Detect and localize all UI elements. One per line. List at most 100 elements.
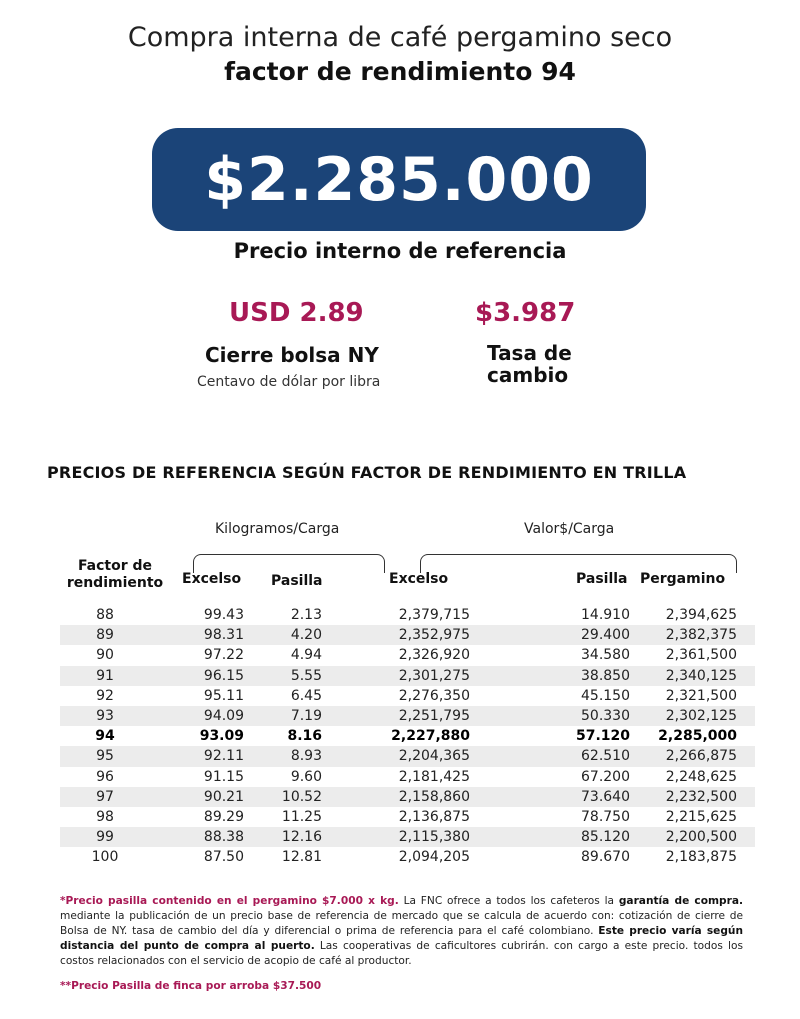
cell-pasilla-kg: 6.45 — [290, 687, 322, 704]
table-row: 98 89.29 11.25 2,136,875 78.750 2,215,62… — [60, 807, 755, 827]
cell-pasilla-value: 85.120 — [581, 829, 630, 846]
header-excelso-value: Excelso — [389, 571, 449, 587]
group-kg-bracket — [193, 554, 385, 573]
cell-factor: 96 — [96, 768, 114, 785]
footnote-highlight: *Precio pasilla contenido en el pergamin… — [60, 895, 399, 907]
price-label: Precio interno de referencia — [233, 239, 567, 263]
cell-pergamino: 2,302,125 — [665, 707, 737, 724]
cell-pergamino: 2,183,875 — [665, 849, 737, 866]
footnote-text: Las cooperativas de caficultores cubrirá… — [60, 940, 743, 967]
cell-excelso-value: 2,094,205 — [398, 849, 470, 866]
footnote-1: *Precio pasilla contenido en el pergamin… — [60, 894, 743, 969]
section-title: PRECIOS DE REFERENCIA SEGÚN FACTOR DE RE… — [47, 463, 687, 482]
cell-pasilla-value: 38.850 — [581, 667, 630, 684]
cell-factor: 99 — [96, 829, 114, 846]
cell-pasilla-value: 29.400 — [581, 627, 630, 644]
cell-excelso-value: 2,352,975 — [398, 627, 470, 644]
footnote-bold: Este precio varía según distancia del pu… — [60, 925, 743, 952]
cell-pergamino: 2,340,125 — [665, 667, 737, 684]
cell-excelso-value: 2,181,425 — [398, 768, 470, 785]
table-row: 100 87.50 12.81 2,094,205 89.670 2,183,8… — [60, 847, 755, 867]
cell-excelso-value: 2,326,920 — [398, 647, 470, 664]
cell-pergamino: 2,266,875 — [665, 748, 737, 765]
cell-pasilla-value: 57.120 — [575, 728, 630, 745]
cell-pergamino: 2,232,500 — [665, 788, 737, 805]
cell-pasilla-value: 89.670 — [581, 849, 630, 866]
header-factor: Factor de rendimiento — [66, 558, 164, 591]
cell-excelso-value: 2,136,875 — [398, 808, 470, 825]
header-pasilla-value: Pasilla — [576, 571, 628, 587]
header-excelso-kg: Excelso — [182, 571, 242, 587]
cell-excelso-kg: 89.29 — [203, 808, 244, 825]
cell-excelso-kg: 88.38 — [203, 829, 244, 846]
cell-factor: 100 — [91, 849, 119, 866]
cell-excelso-value: 2,301,275 — [398, 667, 470, 684]
cell-pasilla-value: 73.640 — [581, 788, 630, 805]
cell-excelso-value: 2,204,365 — [398, 748, 470, 765]
cell-excelso-kg: 94.09 — [203, 707, 244, 724]
footnote-text: mediante la publicación de un precio bas… — [60, 910, 743, 937]
cell-pergamino: 2,321,500 — [665, 687, 737, 704]
cell-pasilla-kg: 12.81 — [281, 849, 322, 866]
cell-pasilla-value: 34.580 — [581, 647, 630, 664]
cell-excelso-value: 2,379,715 — [398, 607, 470, 623]
cell-excelso-value: 2,251,795 — [398, 707, 470, 724]
cell-excelso-kg: 90.21 — [203, 788, 244, 805]
cell-pasilla-kg: 7.19 — [290, 707, 322, 724]
group-kg-label: Kilogramos/Carga — [215, 521, 340, 537]
cell-excelso-kg: 87.50 — [203, 849, 244, 866]
cell-pergamino: 2,200,500 — [665, 829, 737, 846]
cell-pasilla-kg: 12.16 — [281, 829, 322, 846]
price-box: $2.285.000 — [152, 128, 646, 231]
table-row: 88 99.43 2.13 2,379,715 14.910 2,394,625 — [60, 605, 755, 625]
exchange-rate-label: Tasa de cambio — [487, 341, 572, 387]
table-row: 91 96.15 5.55 2,301,275 38.850 2,340,125 — [60, 665, 755, 686]
cell-pergamino: 2,285,000 — [658, 728, 737, 745]
header-pasilla-kg: Pasilla — [271, 573, 323, 589]
cell-pasilla-value: 62.510 — [581, 748, 630, 765]
table-row: 89 98.31 4.20 2,352,975 29.400 2,382,375 — [60, 625, 755, 646]
cell-factor: 98 — [96, 808, 114, 825]
cell-excelso-kg: 95.11 — [203, 687, 244, 704]
cell-excelso-kg: 92.11 — [203, 748, 244, 765]
price-value: $2.285.000 — [204, 144, 594, 215]
table-row: 95 92.11 8.93 2,204,365 62.510 2,266,875 — [60, 746, 755, 767]
table-row: 90 97.22 4.94 2,326,920 34.580 2,361,500 — [60, 645, 755, 665]
cell-excelso-value: 2,158,860 — [398, 788, 470, 805]
cell-excelso-kg: 97.22 — [203, 647, 244, 664]
cell-pasilla-value: 14.910 — [581, 607, 630, 623]
title-line-1: Compra interna de café pergamino seco — [127, 22, 673, 53]
ny-close-value: USD 2.89 — [229, 298, 364, 328]
cell-pasilla-kg: 4.94 — [290, 647, 322, 664]
cell-pasilla-value: 67.200 — [581, 768, 630, 785]
cell-excelso-value: 2,227,880 — [391, 728, 470, 745]
ny-close-unit: Centavo de dólar por libra — [197, 374, 381, 390]
cell-factor: 93 — [96, 707, 114, 724]
cell-pasilla-kg: 8.16 — [287, 728, 322, 745]
table-row: 96 91.15 9.60 2,181,425 67.200 2,248,625 — [60, 767, 755, 787]
cell-factor: 95 — [96, 748, 114, 765]
price-table: 88 99.43 2.13 2,379,715 14.910 2,394,625… — [60, 605, 755, 867]
group-value-bracket — [420, 554, 737, 573]
cell-pasilla-value: 45.150 — [581, 687, 630, 704]
cell-pergamino: 2,248,625 — [665, 768, 737, 785]
cell-factor: 90 — [96, 647, 114, 664]
cell-pasilla-kg: 5.55 — [290, 667, 322, 684]
cell-pasilla-value: 50.330 — [581, 707, 630, 724]
cell-pergamino: 2,215,625 — [665, 808, 737, 825]
footnote-2: **Precio Pasilla de finca por arroba $37… — [60, 980, 322, 992]
group-value-label: Valor$/Carga — [524, 521, 615, 537]
cell-pergamino: 2,361,500 — [665, 647, 737, 664]
cell-pasilla-kg: 9.60 — [290, 768, 322, 785]
cell-factor: 89 — [96, 627, 114, 644]
cell-pasilla-kg: 10.52 — [281, 788, 322, 805]
title-line-2: factor de rendimiento 94 — [224, 57, 576, 86]
cell-excelso-kg: 96.15 — [203, 667, 244, 684]
footnote-bold: garantía de compra. — [618, 895, 743, 907]
table-row: 99 88.38 12.16 2,115,380 85.120 2,200,50… — [60, 827, 755, 848]
cell-pasilla-kg: 11.25 — [281, 808, 322, 825]
cell-excelso-kg: 99.43 — [203, 607, 244, 623]
cell-excelso-kg: 98.31 — [203, 627, 244, 644]
footnote-text: La FNC ofrece a todos los cafeteros la — [398, 895, 619, 907]
cell-factor: 94 — [95, 728, 115, 745]
